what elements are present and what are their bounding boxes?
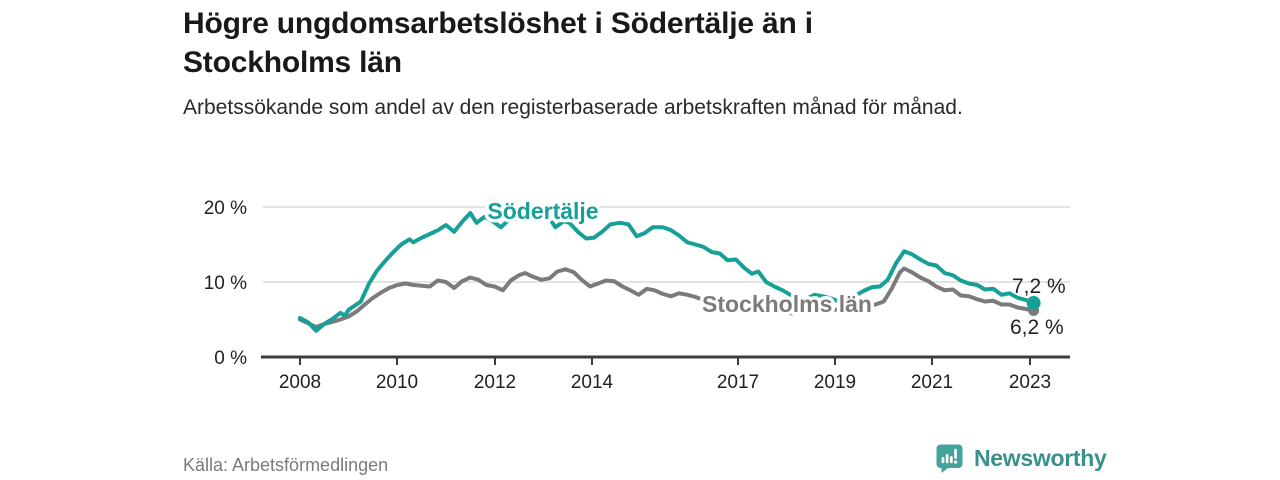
y-tick-label-20: 20 %	[204, 198, 247, 219]
source-note: Källa: Arbetsförmedlingen	[183, 455, 389, 475]
x-tick-label: 2008	[279, 372, 321, 393]
sodertalje-line	[298, 211, 1036, 333]
x-axis-labels: 2008 2010 2012 2014 2017 2019 2021 2023	[279, 372, 1051, 393]
newsworthy-speech-bubble-bar-chart-icon	[936, 444, 963, 473]
stockholms-lan-series-label: Stockholms län	[702, 291, 872, 317]
stockholms-lan-end-value-label: 6,2 %	[1010, 316, 1064, 339]
brand-name: Newsworthy	[974, 445, 1107, 471]
x-tick-label: 2019	[814, 372, 856, 393]
sodertalje-end-value-label: 7,2 %	[1012, 275, 1066, 298]
sodertalje-end-dot	[1026, 296, 1041, 310]
x-tick-label: 2012	[474, 372, 516, 393]
x-tick-label: 2021	[911, 372, 953, 393]
x-axis-ticks	[299, 357, 1031, 365]
x-tick-label: 2010	[376, 372, 418, 393]
brand-logo: Newsworthy	[936, 444, 1107, 473]
sodertalje-series-label: Södertälje	[487, 198, 598, 224]
x-tick-label: 2023	[1009, 372, 1051, 393]
y-tick-label-10: 10 %	[204, 273, 247, 294]
page-subtitle: Arbetssökande som andel av den registerb…	[183, 96, 963, 119]
page-title: Högre ungdomsarbetslöshet i Södertälje ä…	[183, 7, 813, 79]
y-tick-label-0: 0 %	[214, 348, 247, 369]
y-axis-labels: 20 % 10 % 0 %	[204, 198, 247, 369]
x-tick-label: 2014	[571, 372, 614, 393]
stockholms-lan-line	[298, 266, 1036, 329]
x-tick-label: 2017	[717, 372, 759, 393]
